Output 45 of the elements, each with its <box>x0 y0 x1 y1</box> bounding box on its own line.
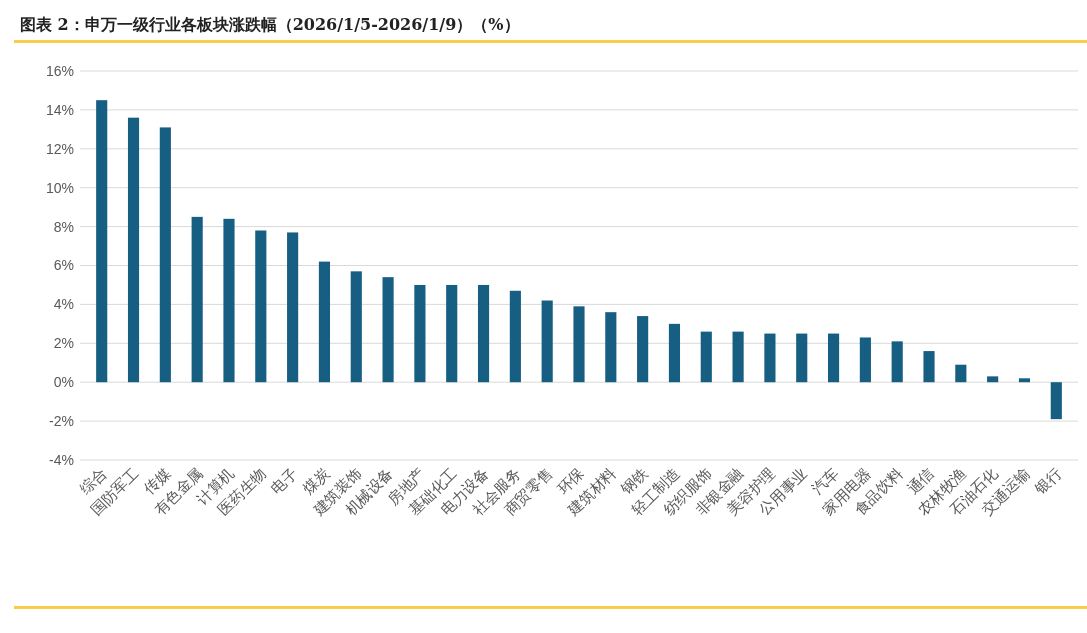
bar <box>923 351 935 383</box>
bar <box>255 230 267 383</box>
bar <box>955 364 967 383</box>
x-tick-label: 银行 <box>1030 464 1066 499</box>
bar <box>891 341 903 383</box>
chart-title: 图表 2：申万一级行业各板块涨跌幅（2026/1/5-2026/1/9）（%） <box>20 15 520 34</box>
bar <box>477 284 490 383</box>
y-tick-label: 10% <box>45 179 74 196</box>
bar <box>1050 382 1062 420</box>
bar <box>987 376 999 383</box>
bar <box>605 312 617 383</box>
y-tick-label: -2% <box>49 413 74 429</box>
bar <box>796 333 808 383</box>
bar <box>827 333 840 383</box>
y-tick-label: 6% <box>53 257 74 274</box>
y-tick-label: 2% <box>53 335 74 352</box>
bar <box>637 316 649 383</box>
y-tick-label: 0% <box>53 374 74 391</box>
bar <box>764 333 776 383</box>
bar <box>541 300 553 383</box>
bar <box>668 323 681 383</box>
bar <box>509 290 521 383</box>
bar <box>382 277 394 383</box>
bar <box>700 331 712 383</box>
bar <box>287 232 299 383</box>
bar <box>350 271 362 383</box>
y-tick-label: 16% <box>45 62 74 79</box>
bar <box>191 216 203 383</box>
bar <box>318 261 331 383</box>
y-tick-label: -4% <box>49 451 74 468</box>
bar <box>223 218 235 383</box>
y-tick-label: 14% <box>45 101 74 118</box>
y-tick-label: 8% <box>53 218 74 235</box>
y-tick-label: 4% <box>53 296 74 313</box>
y-tick-label: 12% <box>45 140 74 157</box>
bar <box>1018 378 1031 383</box>
bar <box>159 127 171 383</box>
bar <box>859 337 871 383</box>
bar <box>573 306 585 383</box>
bar <box>127 117 140 383</box>
x-tick-label: 电子 <box>267 464 302 499</box>
bar <box>732 331 744 383</box>
bar <box>414 284 426 383</box>
bar <box>96 100 108 383</box>
bar <box>446 284 458 383</box>
